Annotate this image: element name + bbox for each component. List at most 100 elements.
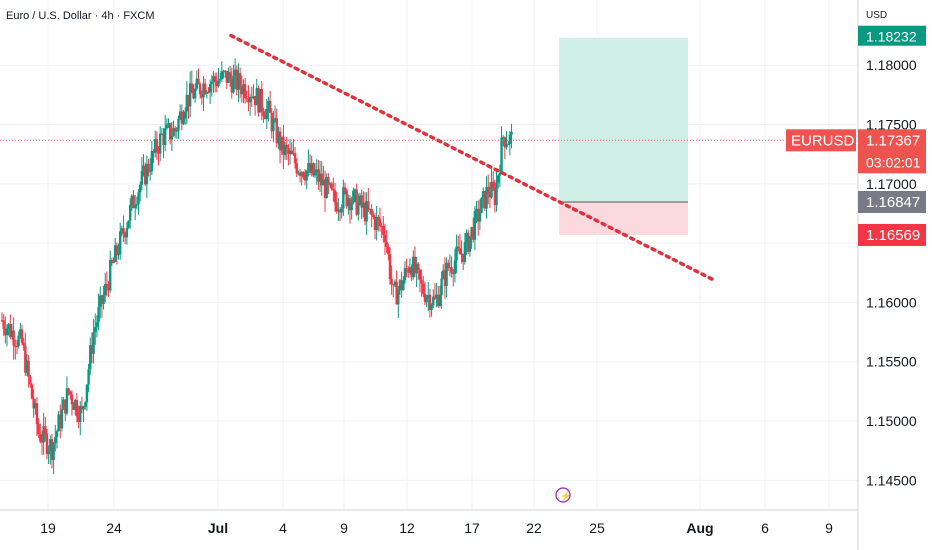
candle[interactable]: [457, 235, 460, 252]
candle[interactable]: [202, 76, 205, 111]
symbol-tag[interactable]: EURUSD: [786, 129, 856, 152]
candle[interactable]: [127, 220, 130, 229]
candle[interactable]: [333, 182, 337, 213]
candle[interactable]: [273, 105, 277, 123]
candle[interactable]: [167, 118, 170, 129]
candle[interactable]: [207, 87, 210, 94]
candle[interactable]: [308, 154, 312, 176]
candle[interactable]: [310, 155, 313, 177]
candle[interactable]: [323, 170, 327, 212]
candle[interactable]: [114, 238, 117, 263]
candle[interactable]: [42, 412, 45, 455]
candle[interactable]: [82, 405, 85, 422]
candle[interactable]: [347, 194, 350, 215]
candle[interactable]: [470, 226, 473, 249]
candle[interactable]: [85, 384, 89, 411]
candle[interactable]: [392, 283, 395, 298]
candle[interactable]: [250, 86, 253, 108]
candle[interactable]: [415, 256, 418, 288]
candle[interactable]: [120, 225, 124, 237]
candle[interactable]: [317, 160, 320, 190]
candle[interactable]: [130, 194, 134, 211]
candle[interactable]: [280, 136, 283, 155]
candle[interactable]: [240, 75, 243, 103]
candle[interactable]: [377, 215, 380, 232]
candle[interactable]: [163, 115, 167, 152]
candle[interactable]: [49, 435, 52, 465]
candle[interactable]: [64, 399, 67, 422]
candle[interactable]: [380, 223, 383, 238]
candle[interactable]: [365, 192, 368, 236]
candle[interactable]: [20, 324, 24, 345]
candle[interactable]: [238, 67, 242, 99]
candle[interactable]: [422, 276, 425, 298]
candle[interactable]: [74, 398, 77, 416]
candle[interactable]: [172, 120, 175, 137]
candle[interactable]: [373, 212, 377, 240]
candle[interactable]: [145, 155, 149, 198]
candle[interactable]: [352, 187, 355, 205]
candle[interactable]: [453, 248, 457, 283]
candle[interactable]: [104, 272, 107, 303]
candle[interactable]: [252, 84, 255, 100]
candle[interactable]: [84, 401, 87, 410]
candle[interactable]: [25, 353, 29, 377]
candle[interactable]: [293, 146, 297, 169]
candle[interactable]: [152, 149, 155, 163]
candle[interactable]: [17, 331, 20, 349]
candle[interactable]: [253, 95, 257, 116]
candle[interactable]: [328, 182, 332, 188]
candle[interactable]: [140, 157, 144, 191]
candle[interactable]: [348, 195, 352, 224]
candle[interactable]: [403, 261, 407, 284]
take-profit-zone[interactable]: [559, 37, 688, 202]
candle[interactable]: [358, 193, 362, 206]
candle[interactable]: [132, 189, 135, 209]
candle[interactable]: [9, 314, 12, 340]
candle[interactable]: [75, 393, 79, 423]
candle[interactable]: [488, 182, 492, 209]
candle[interactable]: [368, 208, 372, 215]
candle[interactable]: [218, 73, 222, 84]
candle[interactable]: [30, 383, 34, 400]
candle[interactable]: [408, 258, 412, 275]
candle[interactable]: [109, 250, 112, 293]
candle[interactable]: [398, 278, 402, 295]
candle[interactable]: [385, 230, 388, 253]
candle[interactable]: [407, 265, 410, 278]
candle[interactable]: [162, 128, 165, 159]
candle[interactable]: [322, 165, 325, 186]
candle[interactable]: [110, 257, 114, 266]
candle[interactable]: [147, 158, 150, 177]
take-profit-label[interactable]: 1.18232: [858, 25, 926, 46]
candle[interactable]: [355, 183, 358, 217]
candle[interactable]: [59, 404, 62, 439]
candle[interactable]: [177, 115, 180, 139]
candle[interactable]: [188, 71, 192, 118]
candle[interactable]: [235, 65, 238, 96]
candle[interactable]: [500, 126, 503, 174]
candle[interactable]: [353, 188, 357, 203]
candle[interactable]: [222, 69, 225, 79]
candle[interactable]: [225, 70, 228, 90]
candle[interactable]: [282, 124, 285, 169]
candle[interactable]: [72, 402, 75, 410]
candle[interactable]: [198, 82, 202, 99]
candle[interactable]: [183, 107, 187, 125]
candle[interactable]: [498, 164, 502, 188]
candle[interactable]: [287, 144, 290, 166]
candle[interactable]: [335, 191, 338, 214]
candle[interactable]: [492, 171, 495, 191]
candle[interactable]: [135, 196, 139, 210]
candle[interactable]: [412, 250, 415, 280]
candle[interactable]: [4, 316, 7, 344]
candle[interactable]: [99, 286, 102, 319]
price-axis[interactable]: 1.18000 1.17500 1.17000 1.16000 1.15500 1.150…: [866, 57, 917, 488]
candle[interactable]: [223, 69, 227, 78]
candle[interactable]: [57, 410, 60, 432]
candle[interactable]: [213, 72, 217, 93]
candle[interactable]: [510, 123, 513, 149]
candle[interactable]: [490, 168, 493, 199]
candle[interactable]: [44, 416, 47, 442]
